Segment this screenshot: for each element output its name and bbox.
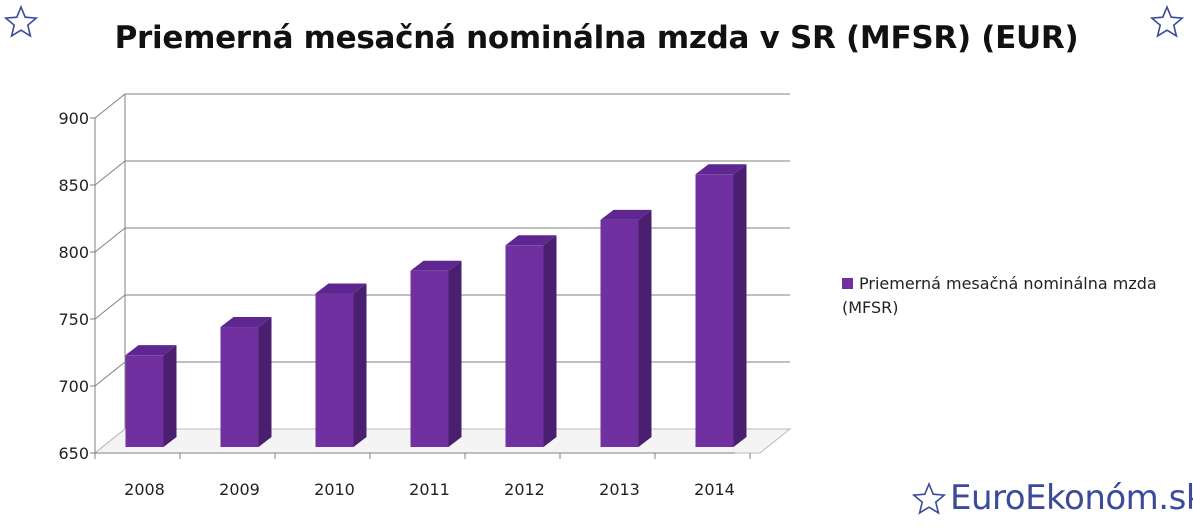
bar-2011 <box>410 270 449 447</box>
bar-2013 <box>600 219 639 447</box>
legend-label: Priemerná mesačná nominálna mzda (MFSR) <box>842 274 1157 317</box>
gridline-depth <box>94 294 126 320</box>
bar-top-2009 <box>220 317 272 328</box>
x-tick-label: 2013 <box>599 480 640 499</box>
x-tick-label: 2014 <box>694 480 735 499</box>
star-icon-top-right <box>1149 4 1185 38</box>
chart-legend: Priemerná mesačná nominálna mzda (MFSR) <box>842 272 1182 320</box>
bar-side-2012 <box>543 235 557 447</box>
bar-side-2011 <box>448 260 462 447</box>
x-tick-label: 2010 <box>314 480 355 499</box>
y-tick-label: 650 <box>58 444 89 463</box>
star-icon-top-left <box>3 4 39 38</box>
bar-2012 <box>505 245 544 447</box>
gridline-depth <box>94 227 126 253</box>
gridline-depth <box>94 93 126 119</box>
bar-2010 <box>315 293 354 447</box>
bar-side-2008 <box>163 345 177 447</box>
y-tick-label: 750 <box>58 310 89 329</box>
brand-text: EuroEkonóm.sk <box>950 478 1193 518</box>
brand-logo: EuroEkonóm.sk <box>912 478 1193 518</box>
bar-2014 <box>695 174 734 447</box>
y-tick-label: 850 <box>58 176 89 195</box>
y-tick-label: 900 <box>58 109 89 128</box>
x-tick-label: 2008 <box>124 480 165 499</box>
x-tick-label: 2009 <box>219 480 260 499</box>
bar-2009 <box>220 327 259 447</box>
bar-2008 <box>125 355 164 447</box>
star-icon <box>911 481 947 515</box>
bar-top-2010 <box>315 283 367 294</box>
bar-side-2014 <box>733 164 747 447</box>
bar-side-2010 <box>353 283 367 447</box>
chart-title: Priemerná mesačná nominálna mzda v SR (M… <box>114 20 1079 56</box>
bar-side-2013 <box>638 209 652 447</box>
x-tick-label: 2012 <box>504 480 545 499</box>
y-tick-label: 800 <box>58 243 89 262</box>
legend-swatch <box>842 278 853 289</box>
bar-top-2014 <box>695 164 747 175</box>
gridline-depth <box>94 361 126 387</box>
x-tick-label: 2011 <box>409 480 450 499</box>
bar-top-2012 <box>505 235 557 246</box>
gridline-depth <box>94 160 126 186</box>
y-tick-label: 700 <box>58 377 89 396</box>
bar-top-2013 <box>600 209 652 220</box>
bar-side-2009 <box>258 317 272 447</box>
bar-top-2008 <box>125 345 177 356</box>
bar-top-2011 <box>410 260 462 271</box>
